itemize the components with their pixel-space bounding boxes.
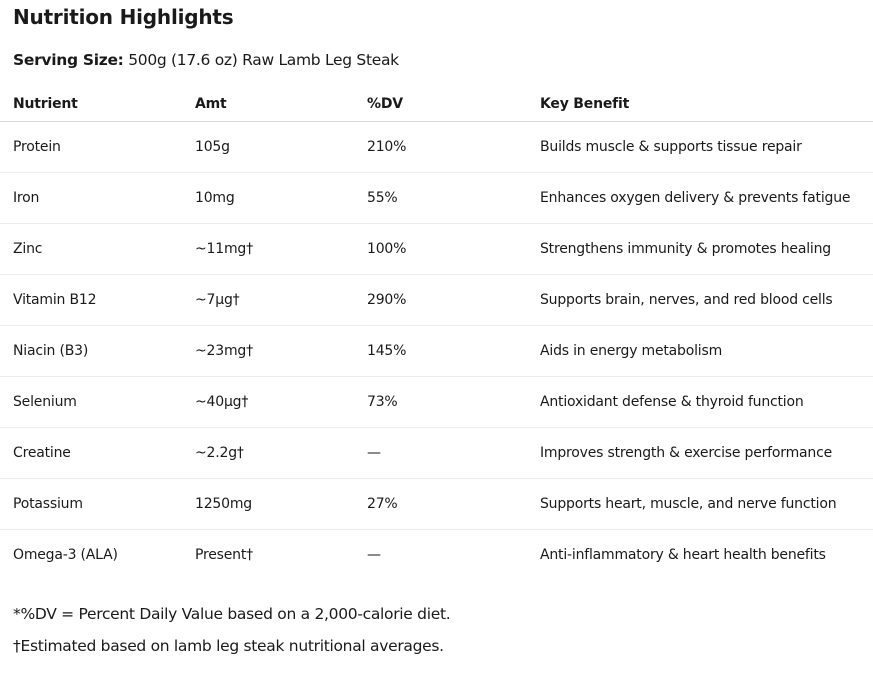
nutrition-table: Nutrient Amt %DV Key Benefit Protein 105g…: [0, 86, 873, 580]
cell-key-benefit: Anti-inflammatory & heart health benefit…: [540, 547, 826, 563]
cell-key-benefit: Builds muscle & supports tissue repair: [527, 121, 873, 173]
cell-key-benefit: Enhances oxygen delivery & prevents fati…: [527, 172, 873, 224]
table-row: Vitamin B12 ~7µg† 290% Supports brain, nerv…: [0, 274, 873, 326]
footnote-dv: *%DV = Percent Daily Value based on a 2,…: [13, 605, 451, 623]
serving-size: Serving Size: 500g (17.6 oz) Raw Lamb Le…: [13, 51, 399, 69]
cell-amount: ~7µg†: [182, 274, 354, 326]
cell-nutrient: Potassium: [0, 478, 182, 530]
table-row: Niacin (B3) ~23mg† 145% Aids in energy meta…: [0, 325, 873, 377]
cell-dv: 55%: [354, 172, 527, 224]
table-row: Creatine ~2.2g† — Improves strength & exerc…: [0, 427, 873, 479]
cell-amount: ~11mg†: [182, 223, 354, 275]
table-row: Selenium ~40µg† 73% Antioxidant defense & t…: [0, 376, 873, 428]
cell-key-benefit: Supports heart, muscle, and nerve functi…: [527, 478, 873, 530]
header-amount: Amt: [182, 86, 354, 122]
cell-amount: ~40µg†: [182, 376, 354, 428]
cell-amount: 10mg: [182, 172, 354, 224]
cell-nutrient: Zinc: [0, 223, 182, 275]
cell-nutrient: Vitamin B12: [0, 274, 182, 326]
serving-size-value: 500g (17.6 oz) Raw Lamb Leg Steak: [123, 51, 399, 69]
cell-dv: —: [354, 427, 527, 479]
cell-dv: —: [367, 547, 381, 563]
cell-amount: Present†: [195, 547, 253, 563]
cell-key-benefit: Antioxidant defense & thyroid function: [527, 376, 873, 428]
cell-dv: 27%: [354, 478, 527, 530]
cell-dv: 290%: [354, 274, 527, 326]
header-nutrient: Nutrient: [0, 86, 182, 122]
cell-nutrient: Protein: [0, 121, 182, 173]
cell-key-benefit: Aids in energy metabolism: [527, 325, 873, 377]
cell-dv: 73%: [354, 376, 527, 428]
serving-size-label: Serving Size:: [13, 51, 124, 69]
page-title: Nutrition Highlights: [13, 5, 234, 29]
cell-key-benefit: Supports brain, nerves, and red blood ce…: [527, 274, 873, 326]
cell-amount: 105g: [182, 121, 354, 173]
table-row: Iron 10mg 55% Enhances oxygen delivery & pr…: [0, 172, 873, 224]
cell-dv: 145%: [354, 325, 527, 377]
footnote-estimated: †Estimated based on lamb leg steak nutri…: [13, 637, 444, 655]
table-row: Omega-3 (ALA) Present† — Anti-inflammatory …: [0, 530, 873, 581]
cell-amount: ~23mg†: [182, 325, 354, 377]
table-row: Protein 105g 210% Builds muscle & supports …: [0, 121, 873, 173]
cell-key-benefit: Strengthens immunity & promotes healing: [527, 223, 873, 275]
cell-key-benefit: Improves strength & exercise performance: [527, 427, 873, 479]
cell-amount: ~2.2g†: [182, 427, 354, 479]
table-row: Potassium 1250mg 27% Supports heart, muscle…: [0, 478, 873, 530]
cell-nutrient: Niacin (B3): [0, 325, 182, 377]
table-header-row: Nutrient Amt %DV Key Benefit: [0, 86, 873, 122]
cell-amount: 1250mg: [182, 478, 354, 530]
cell-nutrient: Omega-3 (ALA): [13, 547, 118, 563]
cell-nutrient: Iron: [0, 172, 182, 224]
cell-dv: 210%: [354, 121, 527, 173]
table-row: Zinc ~11mg† 100% Strengthens immunity & pro…: [0, 223, 873, 275]
header-dv: %DV: [354, 86, 527, 122]
cell-dv: 100%: [354, 223, 527, 275]
cell-nutrient: Creatine: [0, 427, 182, 479]
header-key-benefit: Key Benefit: [527, 86, 873, 122]
cell-nutrient: Selenium: [0, 376, 182, 428]
